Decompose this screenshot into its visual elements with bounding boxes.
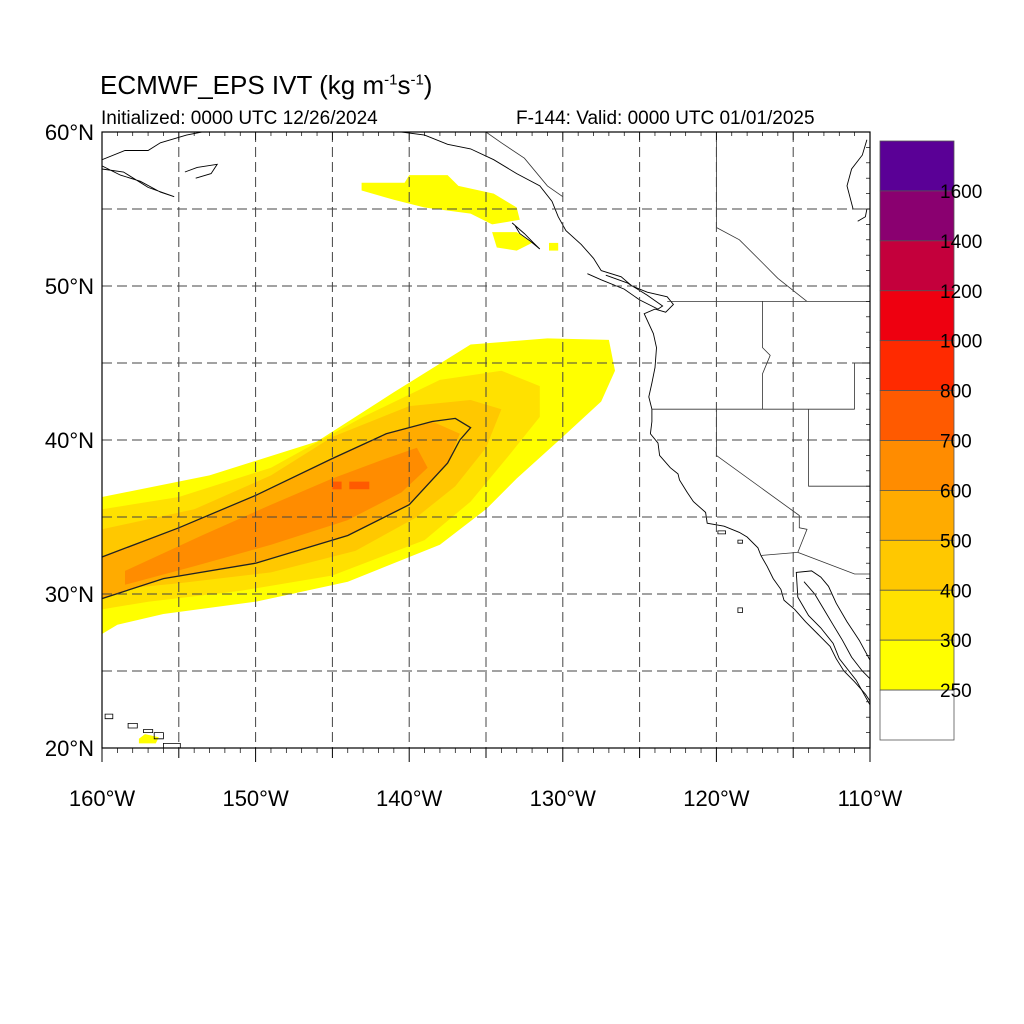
- island: [153, 732, 164, 740]
- ivt-area-700-5: [332, 481, 342, 490]
- coastline-segment: [795, 570, 870, 706]
- colorbar-box: [879, 689, 955, 741]
- coastlines: [102, 132, 870, 748]
- valid-time: F-144: Valid: 0000 UTC 01/01/2025: [516, 108, 815, 129]
- island: [162, 743, 181, 748]
- longitude-labels: 160°W 150°W 140°W 130°W 120°W 110°W: [69, 786, 903, 811]
- coastline-segment: [857, 208, 868, 222]
- contour-line-500: [102, 417, 472, 600]
- colorbar-box: [879, 340, 955, 391]
- coastline-segment: [184, 163, 219, 179]
- colorbar-box: [879, 190, 955, 242]
- ivt-area-250-8: [492, 232, 533, 251]
- ivt-area-700-6: [349, 481, 370, 490]
- lat-label: 60°N: [45, 120, 94, 145]
- colorbar-label: 300: [940, 631, 972, 652]
- graticule: [102, 132, 870, 748]
- ivt-500-contour: [102, 417, 472, 600]
- lat-label: 30°N: [45, 582, 94, 607]
- colorbar-box: [879, 539, 955, 591]
- map-title: ECMWF_EPS IVT (kg m-1s-1): [100, 70, 432, 101]
- lon-label: 120°W: [683, 786, 750, 811]
- title-close-paren: ): [423, 70, 433, 100]
- colorbar-label: 700: [940, 432, 972, 453]
- boundary-line: [762, 301, 771, 410]
- boundary-line: [760, 552, 798, 556]
- coastline-segment: [846, 139, 868, 210]
- island: [737, 607, 743, 613]
- title-text: ECMWF_EPS IVT (kg m: [100, 70, 385, 100]
- colorbar-box: [879, 440, 955, 491]
- coastline-segment: [760, 555, 870, 702]
- colorbar-label: 400: [940, 581, 972, 602]
- colorbar-label: 500: [940, 531, 972, 552]
- colorbar: 250 300 400 500 600 700 800 1000 1200 1400 1600: [879, 140, 982, 741]
- ivt-area-250-9: [549, 242, 559, 251]
- initialized-time: Initialized: 0000 UTC 12/26/2024: [101, 108, 378, 129]
- lat-label: 40°N: [45, 428, 94, 453]
- lat-label: 50°N: [45, 274, 94, 299]
- coastline-segment: [401, 132, 762, 556]
- coastline-segment: [511, 222, 541, 250]
- lon-label: 130°W: [530, 786, 597, 811]
- colorbar-label: 250: [940, 681, 972, 702]
- ivt-area-250-7: [361, 175, 520, 225]
- island: [143, 729, 154, 733]
- colorbar-label: 1000: [940, 332, 982, 353]
- lon-label: 110°W: [838, 786, 903, 811]
- boundary-line: [485, 132, 564, 198]
- colorbar-box: [879, 639, 955, 691]
- colorbar-label: 1400: [940, 232, 982, 253]
- axis-ticks: [101, 131, 871, 762]
- title-unit-exponent-2: -1: [410, 71, 424, 89]
- colorbar-label: 1200: [940, 282, 982, 303]
- latitude-labels: 20°N 30°N 40°N 50°N 60°N: [45, 120, 94, 761]
- colorbar-box: [879, 240, 955, 292]
- colorbar-box: [879, 140, 955, 192]
- coastline-segment: [102, 165, 175, 198]
- colorbar-label: 600: [940, 481, 972, 502]
- island: [737, 539, 743, 544]
- coastline-segment: [102, 132, 202, 161]
- lon-label: 160°W: [69, 786, 136, 811]
- island: [717, 530, 726, 535]
- boundary-line: [797, 552, 870, 575]
- ivt-shading: [102, 175, 615, 744]
- colorbar-label: 1600: [940, 182, 982, 203]
- colorbar-label: 800: [940, 382, 972, 403]
- colorbar-box: [879, 390, 955, 441]
- coastline-segment: [587, 273, 664, 310]
- title-unit-exponent-1: -1: [384, 71, 398, 89]
- colorbar-box: [879, 589, 955, 641]
- island: [104, 713, 114, 720]
- island: [127, 723, 138, 729]
- lon-label: 140°W: [376, 786, 443, 811]
- boundary-line: [808, 409, 870, 487]
- lon-label: 150°W: [222, 786, 289, 811]
- coastline-segment: [803, 581, 870, 699]
- lat-label: 20°N: [45, 736, 94, 761]
- title-unit-s: s: [397, 70, 411, 100]
